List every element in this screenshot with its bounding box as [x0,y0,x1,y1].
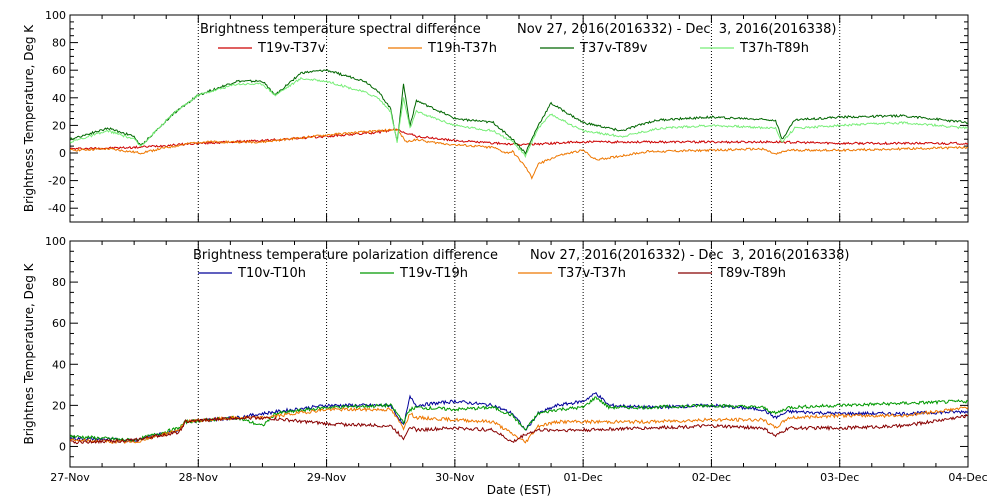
series-line-T10v-T10h [70,391,968,443]
legend-label: T19v-T19h [399,266,468,281]
series-line-T37h-T89h [70,76,968,159]
legend-label: T89v-T89h [717,266,786,281]
legend-label: T37v-T89v [579,41,648,56]
x-tick-label: 01-Dec [564,471,603,484]
chart-date-range: Nov 27, 2016(2016332) - Dec 3, 2016(2016… [530,248,849,263]
series-line-T37v-T89v [70,69,968,155]
x-axis-label: Date (EST) [487,483,551,497]
series-line-T37v-T37h [70,406,968,444]
x-tick-label: 30-Nov [435,471,475,484]
y-tick-label: 60 [52,317,66,330]
legend-label: T10v-T10h [237,266,306,281]
y-tick-label: 0 [59,147,66,160]
y-tick-label: 100 [45,9,66,22]
y-axis-label: Brightnes Temperature, Deg K [22,262,36,444]
x-tick-label: 27-Nov [50,471,90,484]
y-tick-label: 100 [45,235,66,248]
chart-title: Brightness temperature polarization diff… [193,248,498,263]
legend-label: T37h-T89h [739,41,809,56]
x-tick-label: 04-Dec [948,471,987,484]
legend-label: T19v-T37v [257,41,326,56]
plot-frame [69,240,969,468]
x-tick-label: 28-Nov [179,471,219,484]
series-line-T19v-T37v [70,128,968,151]
chart-title: Brightness temperature spectral differen… [200,22,481,37]
y-tick-label: 60 [52,64,66,77]
y-tick-label: 80 [52,276,66,289]
y-tick-label: 80 [52,37,66,50]
y-tick-label: -40 [48,202,66,215]
x-tick-label: 03-Dec [820,471,859,484]
y-tick-label: 0 [59,440,66,453]
y-tick-label: 40 [52,92,66,105]
series-line-T19h-T37h [70,128,968,180]
x-tick-label: 02-Dec [692,471,731,484]
panel-2: 0 20 40 60 80 100 27-Nov 28-Nov 29-Nov 30-Nov 01-D… [22,235,988,497]
y-tick-label: -20 [48,175,66,188]
series-line-T89v-T89h [70,413,968,445]
plot-frame [69,14,969,223]
y-tick-label: 20 [52,119,66,132]
legend-label: T19h-T37h [427,41,497,56]
x-tick-label: 29-Nov [307,471,347,484]
legend-label: T37v-T37h [557,266,626,281]
y-tick-label: 40 [52,358,66,371]
panel-1: -40 -20 0 20 40 60 80 100 Brightness Temperature… [22,9,969,223]
chart-date-range: Nov 27, 2016(2016332) - Dec 3, 2016(2016… [517,22,836,37]
y-tick-label: 20 [52,399,66,412]
y-axis-label: Brightness Temperature, Deg K [22,24,36,212]
